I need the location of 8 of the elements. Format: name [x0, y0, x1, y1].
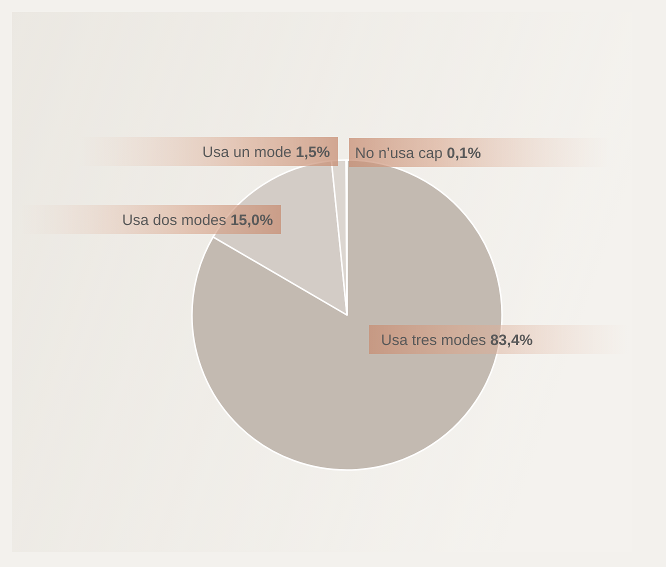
slice-label: Usa un mode	[202, 144, 296, 161]
slice-label: Usa tres modes	[381, 332, 490, 349]
data-label: 15,0%	[230, 212, 273, 229]
data-label: 0,1%	[446, 145, 481, 162]
data-label: 83,4%	[490, 332, 533, 349]
data-label: 1,5%	[296, 144, 330, 161]
slice-label: No n’usa cap	[355, 145, 447, 162]
slice-label: Usa dos modes	[122, 212, 230, 229]
